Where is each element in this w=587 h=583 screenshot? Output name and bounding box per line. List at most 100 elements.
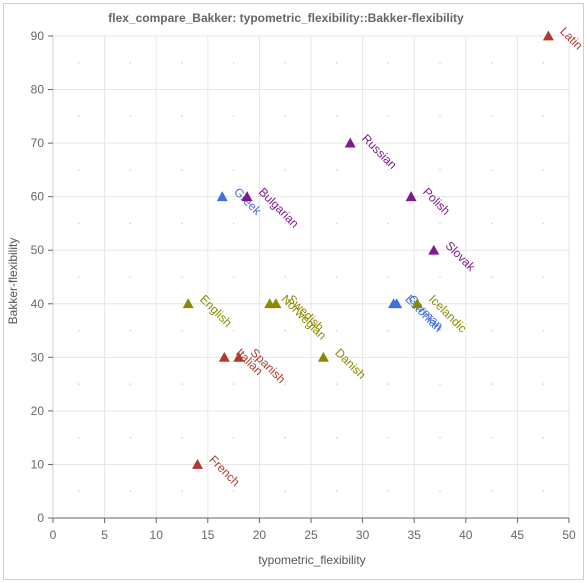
minor-grid-dot bbox=[78, 61, 80, 64]
minor-grid-dot bbox=[78, 383, 80, 385]
data-point-greek bbox=[216, 191, 228, 202]
minor-grid-dot bbox=[336, 115, 338, 118]
minor-grid-dot bbox=[387, 115, 390, 118]
point-label-danish: Danish bbox=[332, 346, 368, 382]
point-label-french: French bbox=[206, 453, 242, 489]
minor-grid-dot bbox=[542, 115, 544, 118]
y-tick-labels: 0 10 20 30 40 50 60 70 80 90 bbox=[31, 29, 53, 525]
minor-grid-dot bbox=[78, 276, 80, 278]
minor-grid-dot bbox=[129, 329, 132, 332]
minor-grid-dot bbox=[284, 276, 287, 278]
minor-grid-dot bbox=[232, 276, 235, 278]
minor-grid-dot bbox=[439, 490, 441, 493]
minor-grid-dot bbox=[284, 222, 287, 225]
y-tick-label: 90 bbox=[31, 29, 45, 43]
x-tick-label: 45 bbox=[511, 528, 525, 542]
minor-grid-dot bbox=[490, 222, 493, 225]
minor-grid-dot bbox=[490, 276, 493, 278]
x-tick-label: 10 bbox=[150, 528, 164, 542]
minor-grid-dot bbox=[490, 115, 493, 118]
minor-grid-dot bbox=[336, 329, 338, 332]
minor-grid-dot bbox=[542, 61, 544, 64]
minor-grid-dot bbox=[181, 383, 183, 385]
y-tick-label: 70 bbox=[31, 136, 45, 150]
x-tick-label: 35 bbox=[408, 528, 422, 542]
minor-grid-dot bbox=[542, 436, 544, 439]
data-point-german bbox=[391, 298, 403, 309]
minor-grid-dot bbox=[78, 329, 80, 332]
minor-grid-dot bbox=[336, 169, 338, 171]
minor-grid-dot bbox=[78, 222, 80, 225]
minor-grid-dot bbox=[181, 490, 183, 493]
minor-grid-dot bbox=[336, 383, 338, 385]
minor-grid-dot bbox=[439, 169, 441, 171]
data-point-bulgarian bbox=[241, 191, 253, 202]
minor-grid-dot bbox=[490, 436, 493, 439]
minor-grid-dot bbox=[181, 222, 183, 225]
minor-grid-dot bbox=[387, 169, 390, 171]
x-tick-label: 50 bbox=[562, 528, 576, 542]
minor-grid-dot bbox=[232, 61, 235, 64]
x-tick-label: 25 bbox=[304, 528, 318, 542]
minor-grid-dot bbox=[542, 490, 544, 493]
minor-grid-dot bbox=[439, 222, 441, 225]
data-point-slovak bbox=[428, 244, 440, 255]
minor-grid-dot bbox=[490, 329, 493, 332]
minor-grid-dot bbox=[78, 490, 80, 493]
y-tick-label: 50 bbox=[31, 243, 45, 257]
minor-grid-dot bbox=[284, 436, 287, 439]
minor-grid-dot bbox=[490, 490, 493, 493]
x-tick-label: 0 bbox=[50, 528, 57, 542]
minor-grid-dot bbox=[387, 329, 390, 332]
minor-grid-dot bbox=[490, 383, 493, 385]
y-tick-label: 10 bbox=[31, 457, 45, 471]
minor-grid-dot bbox=[129, 436, 132, 439]
point-label-russian: Russian bbox=[359, 131, 400, 172]
minor-grid-dot bbox=[232, 436, 235, 439]
point-label-english: English bbox=[197, 292, 235, 330]
x-tick-labels: 0 5 10 15 20 25 30 35 40 45 50 bbox=[50, 518, 576, 542]
minor-grid-dot bbox=[232, 329, 235, 332]
data-point-danish bbox=[317, 351, 329, 362]
minor-grid-dot bbox=[284, 169, 287, 171]
minor-grid-dot bbox=[336, 61, 338, 64]
x-tick-label: 15 bbox=[201, 528, 215, 542]
minor-grid-dot bbox=[542, 169, 544, 171]
minor-grid-dot bbox=[232, 115, 235, 118]
minor-grid-dot bbox=[78, 169, 80, 171]
x-tick-label: 30 bbox=[356, 528, 370, 542]
minor-grid-dot bbox=[129, 276, 132, 278]
point-label-latin: Latin bbox=[557, 24, 585, 52]
minor-grid-dot bbox=[232, 169, 235, 171]
x-tick-label: 5 bbox=[101, 528, 108, 542]
y-tick-label: 0 bbox=[37, 511, 44, 525]
minor-grid-dot bbox=[542, 276, 544, 278]
minor-grid-dot bbox=[490, 61, 493, 64]
data-point-swedish bbox=[270, 298, 282, 309]
minor-grid-dot bbox=[490, 169, 493, 171]
minor-grid-dot bbox=[439, 115, 441, 118]
point-label-polish: Polish bbox=[420, 185, 453, 218]
minor-grid-dot bbox=[284, 61, 287, 64]
minor-grid-dot bbox=[387, 490, 390, 493]
x-tick-label: 40 bbox=[459, 528, 473, 542]
minor-grid-dot bbox=[284, 115, 287, 118]
minor-grid-dot bbox=[232, 222, 235, 225]
minor-grid-dot bbox=[129, 490, 132, 493]
chart-frame: 0 5 10 15 20 25 30 35 40 45 50 0 10 20 30 40 50 60 70 80 90… bbox=[3, 3, 585, 580]
minor-grid-dot bbox=[129, 61, 132, 64]
minor-grid-dot bbox=[232, 383, 235, 385]
minor-grid-dot bbox=[78, 436, 80, 439]
data-point-latin bbox=[542, 30, 554, 41]
minor-grid-dot bbox=[542, 222, 544, 225]
data-point-polish bbox=[405, 191, 417, 202]
grid bbox=[52, 35, 570, 519]
minor-grid-dot bbox=[439, 436, 441, 439]
minor-grid-dot bbox=[284, 383, 287, 385]
minor-grid-dot bbox=[129, 115, 132, 118]
minor-grid-dot bbox=[181, 436, 183, 439]
minor-grid-dot bbox=[387, 222, 390, 225]
minor-grid-dot bbox=[129, 383, 132, 385]
minor-grid-dot bbox=[129, 222, 132, 225]
